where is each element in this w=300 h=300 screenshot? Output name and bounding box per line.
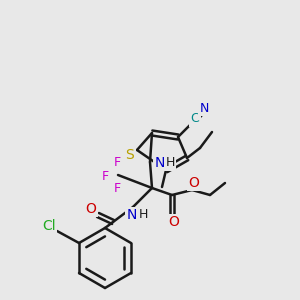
Text: O: O bbox=[189, 176, 200, 190]
Text: F: F bbox=[113, 155, 121, 169]
Text: N: N bbox=[155, 156, 165, 170]
Text: O: O bbox=[169, 215, 179, 229]
Text: Cl: Cl bbox=[42, 219, 56, 233]
Text: O: O bbox=[85, 202, 96, 216]
Text: F: F bbox=[113, 182, 121, 194]
Text: H: H bbox=[165, 157, 175, 169]
Text: F: F bbox=[101, 169, 109, 182]
Text: N: N bbox=[199, 101, 209, 115]
Text: H: H bbox=[138, 208, 148, 221]
Text: N: N bbox=[127, 208, 137, 222]
Text: S: S bbox=[126, 148, 134, 162]
Text: C: C bbox=[190, 112, 200, 125]
